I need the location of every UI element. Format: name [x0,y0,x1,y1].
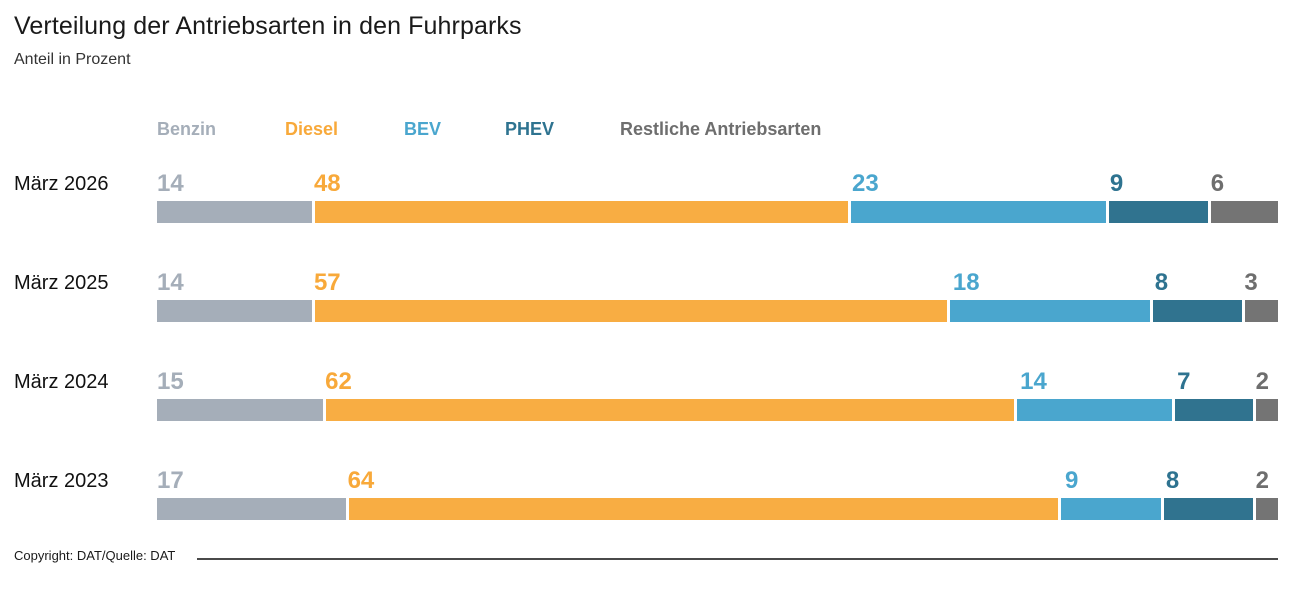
category-label: März 2026 [14,173,109,195]
value-label-restliche-antriebsarten: 6 [1210,170,1225,197]
value-label-diesel: 48 [313,170,341,197]
bar-segment-benzin [157,498,346,520]
value-label-restliche-antriebsarten: 2 [1255,368,1269,395]
chart-legend: Benzin Diesel BEV PHEV Restliche Antriebsart… [157,119,1278,143]
row-value-labels: 14 48 23 9 6 [157,169,1278,201]
value-label-phev: 8 [1165,467,1180,494]
bar-segment-restliche-antriebsarten [1255,498,1279,520]
bar-segment-restliche-antriebsarten [1255,399,1278,421]
value-label-bev: 14 [1020,368,1047,395]
value-label-restliche-antriebsarten: 2 [1255,467,1269,494]
stacked-bar [157,498,1279,520]
bar-segment-benzin [157,399,324,421]
value-label-bev: 9 [1065,467,1079,494]
bar-segment-diesel [326,399,1014,421]
value-label-benzin: 14 [157,170,184,197]
bar-segment-phev [1108,201,1209,223]
bar-segment-diesel [315,201,848,223]
bar-segment-phev [1175,399,1253,421]
row-bar-area: 14 48 23 9 6 [157,169,1278,223]
chart-footer: Copyright: DAT/Quelle: DAT [14,548,1278,563]
bar-segment-bev [950,300,1151,322]
value-label-phev: 8 [1154,269,1169,296]
bar-segment-restliche-antriebsarten [1244,300,1278,322]
chart-title: Verteilung der Antriebsarten in den Fuhr… [14,12,522,40]
chart-row-m-rz-2024: März 2024 15 62 14 7 2 [14,367,1278,421]
chart-row-m-rz-2023: März 2023 17 64 9 8 2 [14,466,1279,520]
bar-segment-bev [1016,399,1173,421]
row-value-labels: 17 64 9 8 2 [157,466,1278,498]
bar-segment-diesel [315,300,948,322]
footer-rule [197,557,1278,560]
value-label-bev: 18 [952,269,980,296]
legend-item-diesel: Diesel [285,119,339,139]
chart-rows: März 2026 14 48 23 9 6 März 2025 14 57 18 8 3 März 2… [14,169,1279,520]
row-value-labels: 15 62 14 7 2 [157,367,1278,399]
category-label: März 2025 [14,272,109,294]
legend-item-phev: PHEV [505,119,555,139]
value-label-benzin: 15 [157,368,184,395]
row-bar-area: 14 57 18 8 3 [157,268,1278,322]
copyright-source-text: Copyright: DAT/Quelle: DAT [14,548,176,563]
row-bar-area: 15 62 14 7 2 [157,367,1278,421]
category-label: März 2024 [14,371,109,393]
row-bar-area: 17 64 9 8 2 [157,466,1279,520]
value-label-bev: 23 [852,170,879,197]
value-label-phev: 7 [1177,368,1191,395]
bar-segment-phev [1164,498,1253,520]
category-label: März 2023 [14,470,109,492]
value-label-diesel: 64 [347,467,375,494]
value-label-benzin: 14 [157,269,184,296]
bar-segment-benzin [157,300,313,322]
chart-subtitle: Anteil in Prozent [14,51,131,68]
value-label-phev: 9 [1109,170,1124,197]
value-label-diesel: 57 [313,269,341,296]
stacked-bar [157,399,1278,421]
stacked-bar [157,300,1278,322]
bar-segment-diesel [348,498,1059,520]
row-value-labels: 14 57 18 8 3 [157,268,1278,300]
legend-item-benzin: Benzin [157,119,217,139]
value-label-diesel: 62 [325,368,352,395]
value-label-restliche-antriebsarten: 3 [1244,269,1258,296]
chart-row-m-rz-2025: März 2025 14 57 18 8 3 [14,268,1278,322]
chart-row-m-rz-2026: März 2026 14 48 23 9 6 [14,169,1278,223]
legend-item-bev: BEV [404,119,442,139]
value-label-benzin: 17 [157,467,184,494]
legend-item-restliche-antriebsarten: Restliche Antriebsarten [620,119,822,139]
bar-segment-bev [850,201,1106,223]
bar-segment-bev [1061,498,1162,520]
stacked-bar [157,201,1278,223]
bar-segment-phev [1153,300,1242,322]
bar-segment-restliche-antriebsarten [1211,201,1278,223]
bar-segment-benzin [157,201,313,223]
